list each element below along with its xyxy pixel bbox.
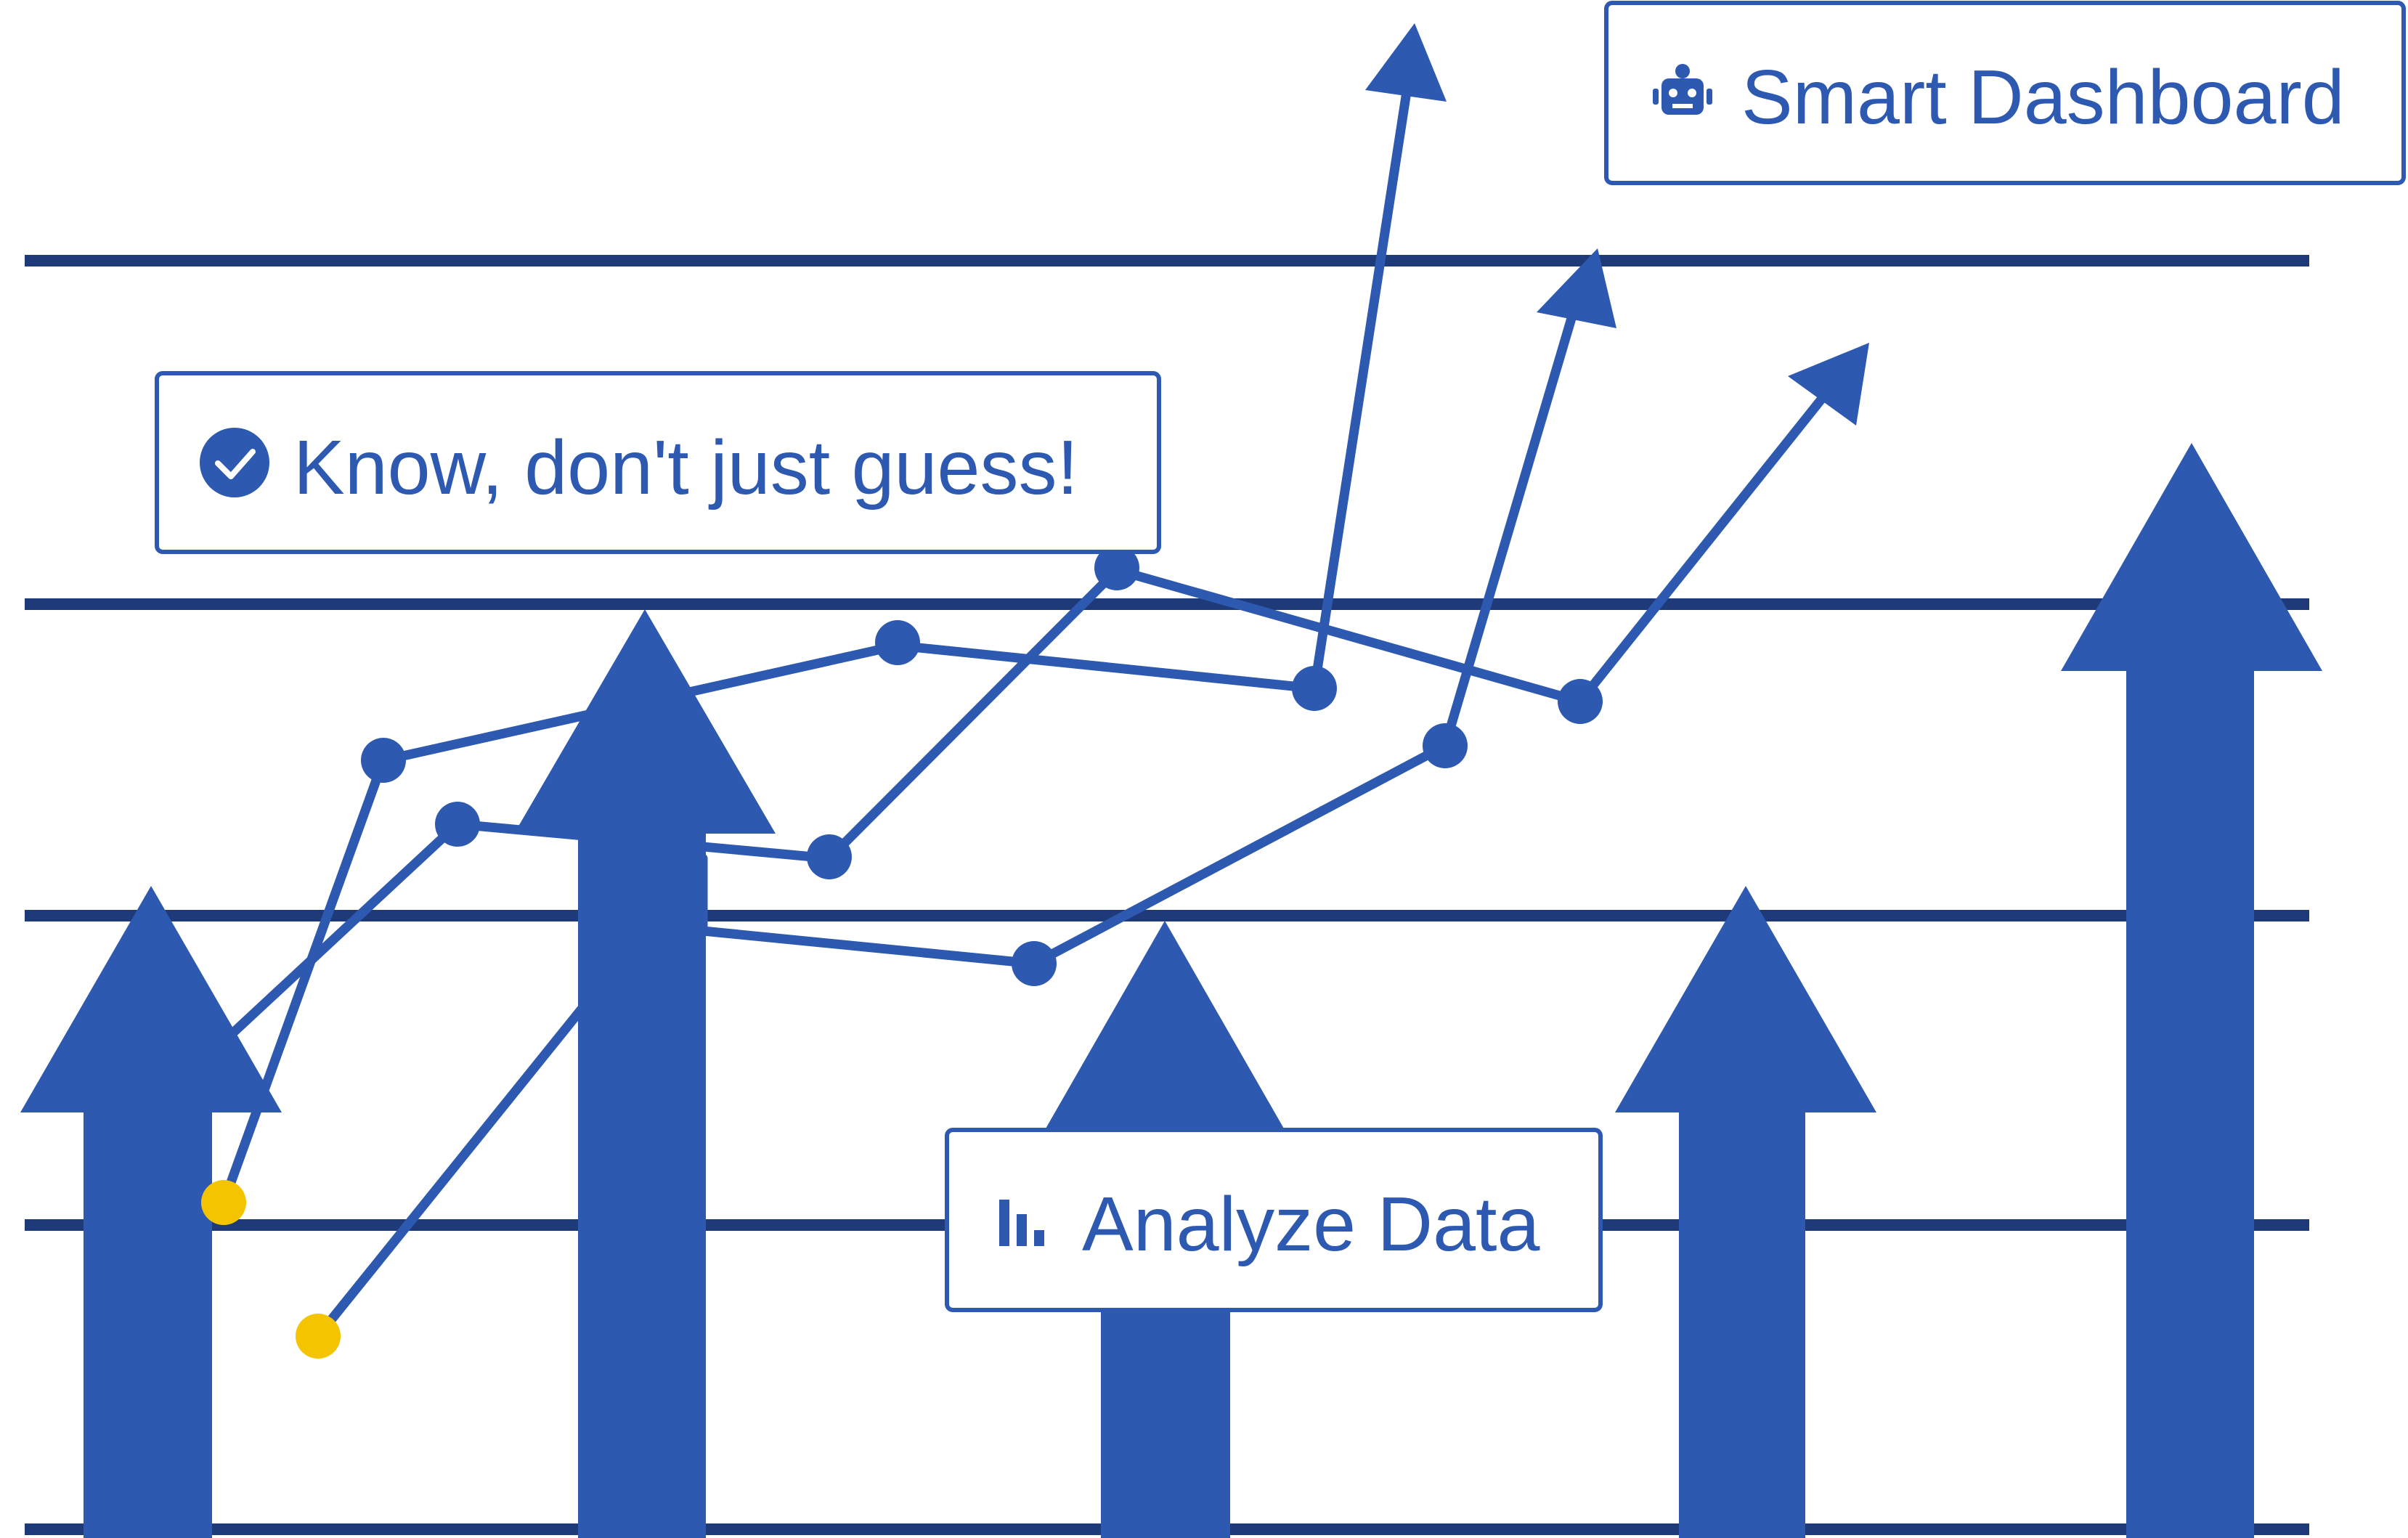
callout-know: Know, don't just guess! [155, 371, 1161, 554]
callout-box [155, 371, 1161, 554]
arrow-up-right-icon [1365, 23, 1447, 102]
callout-analyze-data: Analyze Data [945, 1128, 1603, 1312]
data-points [361, 545, 1603, 986]
data-point [1558, 679, 1603, 724]
trend-line-3 [226, 387, 1832, 1040]
robot-icon [1653, 64, 1712, 115]
callout-label: Know, don't just guess! [293, 425, 1078, 510]
bar-chart-icon [999, 1200, 1044, 1246]
data-point [435, 802, 480, 847]
data-point [1094, 545, 1139, 590]
data-point [1292, 666, 1337, 711]
up-arrow-4 [1615, 886, 1876, 1538]
data-point [1423, 723, 1468, 768]
start-point [296, 1314, 341, 1359]
callout-label: Smart Dashboard [1741, 54, 2345, 140]
check-circle-icon [200, 428, 269, 497]
callout-label: Analyze Data [1082, 1181, 1540, 1267]
arrow-up-right-icon [1537, 248, 1616, 328]
up-arrow-2 [514, 609, 776, 1538]
data-point [875, 620, 920, 665]
start-points [201, 1180, 341, 1359]
trend-arrowheads [1365, 23, 1869, 426]
data-point [361, 738, 406, 783]
up-arrow-1 [20, 886, 282, 1538]
start-point [201, 1180, 246, 1225]
data-point [807, 834, 852, 879]
callout-box [1604, 1, 2406, 185]
up-arrows [20, 443, 2322, 1538]
arrow-up-right-icon [1788, 343, 1869, 426]
up-arrow-5 [2061, 443, 2322, 1538]
data-point [1012, 941, 1057, 986]
callout-smart-dashboard: Smart Dashboard [1604, 1, 2406, 185]
callout-box [945, 1128, 1603, 1312]
